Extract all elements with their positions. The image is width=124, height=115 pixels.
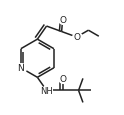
Text: O: O [59,74,66,83]
Text: O: O [59,16,66,25]
Text: N: N [17,64,24,73]
Text: NH: NH [40,86,53,95]
Text: O: O [73,33,80,42]
